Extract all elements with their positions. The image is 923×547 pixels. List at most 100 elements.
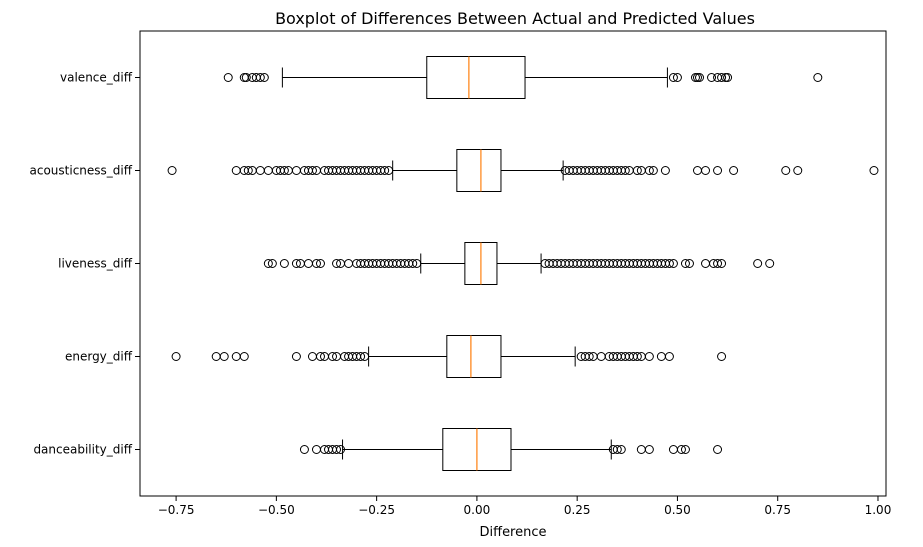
- outlier-point: [291, 352, 301, 361]
- outlier-point: [344, 259, 354, 268]
- x-tick-label: 0.25: [564, 503, 591, 517]
- outlier-point: [713, 166, 723, 175]
- iqr-box-energy-diff: [446, 335, 502, 378]
- outlier-point: [263, 166, 273, 175]
- y-tick-label: acousticness_diff: [30, 164, 133, 178]
- outlier-point: [668, 259, 678, 268]
- outlier-point: [713, 259, 723, 268]
- y-axis: valence_diff acousticness_diff liveness_di…: [30, 71, 140, 457]
- box-valence-diff: [223, 56, 823, 99]
- outlier-point: [713, 445, 723, 454]
- outlier-point: [644, 445, 654, 454]
- x-tick-label: 1.00: [865, 503, 892, 517]
- outlier-point: [211, 352, 221, 361]
- outlier-point: [701, 259, 711, 268]
- outlier-point: [171, 352, 181, 361]
- x-axis-label: Difference: [479, 525, 546, 540]
- outlier-point: [231, 166, 241, 175]
- outlier-point: [723, 73, 733, 82]
- outlier-point: [680, 259, 690, 268]
- outlier-point: [644, 166, 654, 175]
- outlier-point: [255, 73, 265, 82]
- outlier-point: [291, 166, 301, 175]
- x-tick-label: 0.75: [764, 503, 791, 517]
- outlier-point: [813, 73, 823, 82]
- outlier-point: [765, 259, 775, 268]
- outlier-point: [332, 445, 342, 454]
- outlier-point: [672, 73, 682, 82]
- outlier-point: [692, 73, 702, 82]
- outlier-point: [259, 73, 269, 82]
- iqr-box-valence-diff: [426, 56, 526, 99]
- outlier-point: [243, 166, 253, 175]
- box-acousticness-diff: [167, 149, 879, 192]
- outlier-point: [660, 166, 670, 175]
- outlier-point: [167, 166, 177, 175]
- outlier-point: [380, 166, 390, 175]
- outlier-point: [668, 73, 678, 82]
- outlier-point: [692, 166, 702, 175]
- outlier-point: [717, 259, 727, 268]
- outlier-point: [620, 166, 630, 175]
- outlier-point: [753, 259, 763, 268]
- outlier-point: [616, 445, 626, 454]
- box-energy-diff: [171, 335, 727, 378]
- outlier-point: [632, 166, 642, 175]
- outlier-point: [656, 352, 666, 361]
- outlier-point: [664, 259, 674, 268]
- outlier-point: [267, 259, 277, 268]
- outlier-point: [680, 445, 690, 454]
- outlier-point: [612, 445, 622, 454]
- outlier-point: [384, 166, 394, 175]
- x-tick-label: −0.75: [158, 503, 195, 517]
- outlier-point: [315, 259, 325, 268]
- outlier-point: [648, 166, 658, 175]
- outlier-point: [263, 259, 273, 268]
- outlier-point: [668, 445, 678, 454]
- outlier-point: [781, 166, 791, 175]
- outlier-point: [239, 73, 249, 82]
- outlier-point: [231, 352, 241, 361]
- outlier-point: [636, 445, 646, 454]
- outlier-point: [219, 352, 229, 361]
- outlier-point: [729, 166, 739, 175]
- outlier-point: [239, 352, 249, 361]
- outlier-point: [311, 259, 321, 268]
- box-danceability-diff: [299, 428, 723, 471]
- outlier-point: [332, 259, 342, 268]
- chart-title: Boxplot of Differences Between Actual an…: [275, 9, 755, 28]
- box-liveness-diff: [263, 242, 775, 285]
- outlier-point: [241, 73, 251, 82]
- outlier-point: [356, 352, 366, 361]
- x-tick-label: 0.00: [464, 503, 491, 517]
- iqr-box-acousticness-diff: [456, 149, 502, 192]
- outlier-point: [336, 445, 346, 454]
- outlier-point: [315, 352, 325, 361]
- outlier-point: [707, 73, 717, 82]
- x-tick-label: 0.50: [664, 503, 691, 517]
- outlier-point: [717, 352, 727, 361]
- outlier-point: [869, 166, 879, 175]
- outlier-point: [701, 166, 711, 175]
- outlier-point: [412, 259, 422, 268]
- outlier-point: [328, 352, 338, 361]
- outlier-point: [596, 352, 606, 361]
- x-tick-label: −0.25: [358, 503, 395, 517]
- y-tick-label: valence_diff: [60, 71, 133, 85]
- outlier-point: [279, 166, 289, 175]
- outlier-point: [793, 166, 803, 175]
- outlier-point: [632, 352, 642, 361]
- outlier-point: [408, 259, 418, 268]
- outlier-point: [644, 352, 654, 361]
- outlier-point: [255, 166, 265, 175]
- y-tick-label: liveness_diff: [58, 257, 133, 271]
- outlier-point: [307, 352, 317, 361]
- outlier-point: [684, 259, 694, 268]
- outlier-point: [664, 352, 674, 361]
- outlier-point: [584, 352, 594, 361]
- outlier-point: [279, 259, 289, 268]
- outlier-point: [717, 73, 727, 82]
- outlier-point: [307, 166, 317, 175]
- outlier-point: [311, 445, 321, 454]
